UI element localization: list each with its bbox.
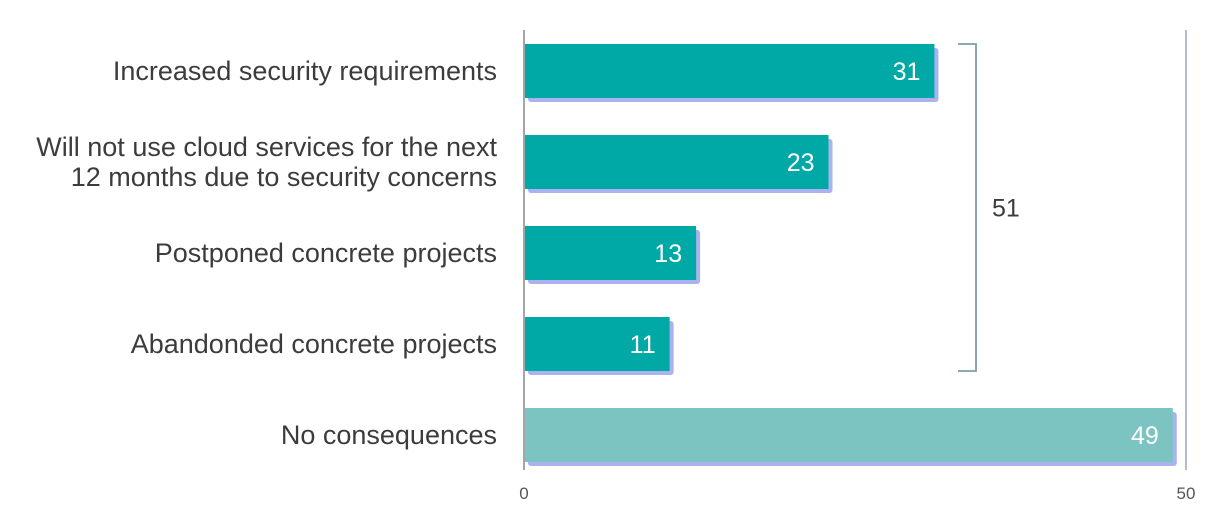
category-label: Will not use cloud services for the next — [36, 132, 497, 162]
axis-layer — [523, 30, 1187, 470]
bar — [524, 226, 697, 280]
bar — [524, 135, 829, 189]
category-label: Increased security requirements — [113, 56, 497, 86]
category-label: Abandonded concrete projects — [131, 329, 497, 359]
bar — [524, 408, 1173, 462]
category-label: Postponed concrete projects — [155, 238, 497, 268]
bar-value-label: 13 — [654, 240, 682, 268]
bar-value-label: 23 — [787, 149, 815, 177]
group-total-label: 51 — [992, 195, 1020, 223]
x-tick-label: 50 — [1177, 484, 1196, 503]
bar-value-label: 31 — [893, 58, 921, 86]
category-label: No consequences — [281, 420, 497, 450]
category-label: 12 months due to security concerns — [71, 162, 497, 192]
bar — [524, 317, 670, 371]
labels-layer: 31 Increased security requirements 23 Will … — [36, 56, 1195, 503]
bracket-layer: 51 — [958, 43, 1020, 372]
bars-layer — [524, 44, 1177, 466]
bar-value-label: 49 — [1131, 422, 1159, 450]
group-bracket — [958, 43, 977, 372]
bar — [524, 44, 935, 98]
x-tick-label: 0 — [519, 484, 528, 503]
bar-value-label: 11 — [630, 331, 656, 359]
